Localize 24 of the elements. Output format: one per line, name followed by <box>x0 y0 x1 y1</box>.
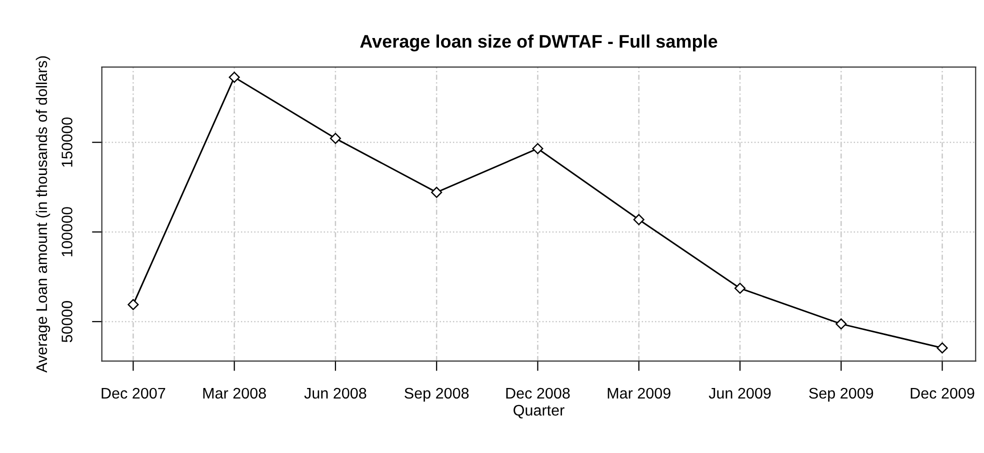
x-tick-label: Jun 2009 <box>708 388 771 399</box>
chart-title: Average loan size of DWTAF - Full sample <box>360 34 718 52</box>
point <box>431 186 442 198</box>
point <box>936 342 948 354</box>
y-tick-label: 50000 <box>62 300 72 342</box>
point <box>633 214 644 226</box>
x-tick-label: Mar 2009 <box>608 388 670 399</box>
point <box>836 318 847 330</box>
x-tick-label: Sep 2008 <box>404 388 469 402</box>
x-tick-label: Sep 2009 <box>809 388 874 402</box>
y-tick-label: 100000 <box>62 207 72 256</box>
point <box>128 299 139 310</box>
y-axis-title: Average Loan amount (in thousands of dollars) <box>36 56 50 373</box>
y-tick-label: 150000 <box>62 117 72 167</box>
x-tick-label: Dec 2008 <box>506 388 570 399</box>
x-tick-label: Mar 2008 <box>203 388 266 399</box>
x-tick-label: Dec 2009 <box>910 388 974 399</box>
point <box>330 132 341 144</box>
point <box>532 143 544 154</box>
x-tick-label: Jun 2008 <box>304 388 366 399</box>
x-axis-title: Quarter <box>514 404 564 418</box>
x-tick-label: Dec 2007 <box>102 388 166 399</box>
point <box>734 282 746 294</box>
point <box>228 72 240 83</box>
